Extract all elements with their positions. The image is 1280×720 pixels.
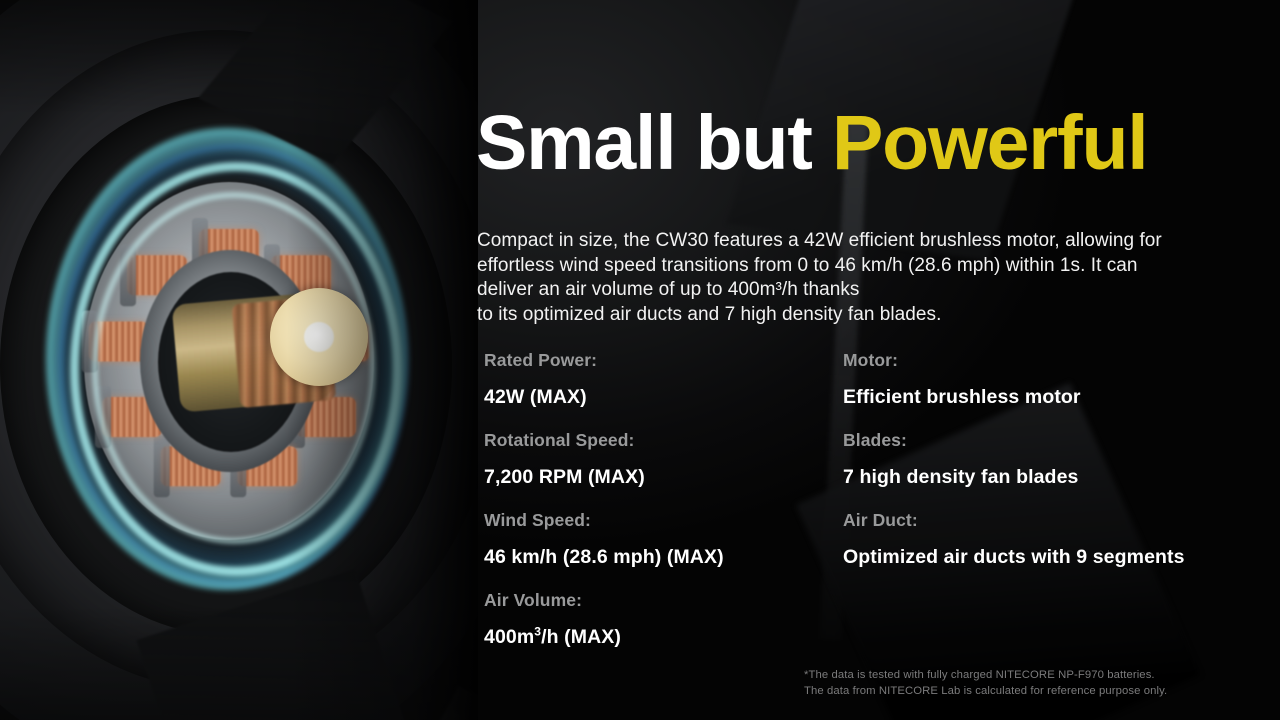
- text-content-area: Small but Powerful Compact in size, the …: [476, 0, 1280, 720]
- page-title: Small but Powerful: [476, 105, 1149, 182]
- description-line-3: deliver an air volume of up to 400m³/h t…: [477, 279, 860, 300]
- description-paragraph: Compact in size, the CW30 features a 42W…: [477, 229, 1267, 327]
- description-line-1: Compact in size, the CW30 features a 42W…: [477, 230, 1162, 251]
- spec-item-motor: Motor: Efficient brushless motor: [843, 350, 1081, 409]
- spec-item-rotational-speed: Rotational Speed: 7,200 RPM (MAX): [484, 430, 645, 489]
- right-panel-background: [478, 0, 1280, 720]
- spec-value-superscript: 3: [534, 624, 542, 639]
- product-motor-photo: [0, 0, 478, 720]
- spec-item-air-duct: Air Duct: Optimized air ducts with 9 seg…: [843, 510, 1185, 569]
- spec-value: 7 high density fan blades: [843, 466, 1079, 488]
- spec-value: 42W (MAX): [484, 386, 587, 408]
- spec-value-suffix: /h (MAX): [541, 626, 621, 648]
- spec-value: Efficient brushless motor: [843, 386, 1081, 408]
- motor-rotor-center-dot: [304, 322, 334, 352]
- spec-value-prefix: 400m: [484, 626, 535, 648]
- description-line-2: effortless wind speed transitions from 0…: [477, 254, 1138, 276]
- spec-label: Air Duct:: [843, 510, 918, 530]
- description-line-4: to its optimized air ducts and 7 high de…: [477, 303, 942, 325]
- spec-label: Blades:: [843, 430, 907, 450]
- spec-label: Air Volume:: [484, 590, 583, 610]
- spec-value: 7,200 RPM (MAX): [484, 466, 645, 488]
- footnote-line-2: The data from NITECORE Lab is calculated…: [804, 684, 1168, 697]
- spec-label: Motor:: [843, 350, 899, 370]
- spec-value: 46 km/h (28.6 mph) (MAX): [484, 546, 724, 568]
- spec-item-rated-power: Rated Power: 42W (MAX): [484, 350, 597, 409]
- footnote-disclaimer: *The data is tested with fully charged N…: [804, 668, 1274, 699]
- spec-label: Rotational Speed:: [484, 430, 635, 450]
- spec-value: Optimized air ducts with 9 segments: [843, 546, 1185, 568]
- footnote-line-1: *The data is tested with fully charged N…: [804, 669, 1155, 681]
- headline-part-accent: Powerful: [831, 100, 1149, 186]
- headline-part-plain: Small but: [476, 100, 832, 186]
- spec-item-wind-speed: Wind Speed: 46 km/h (28.6 mph) (MAX): [484, 510, 724, 569]
- spec-label: Wind Speed:: [484, 510, 591, 530]
- spec-label: Rated Power:: [484, 350, 598, 370]
- spec-value: 400m3/h (MAX): [484, 624, 621, 649]
- spec-item-blades: Blades: 7 high density fan blades: [843, 430, 1078, 489]
- spec-item-air-volume: Air Volume: 400m3/h (MAX): [484, 590, 621, 649]
